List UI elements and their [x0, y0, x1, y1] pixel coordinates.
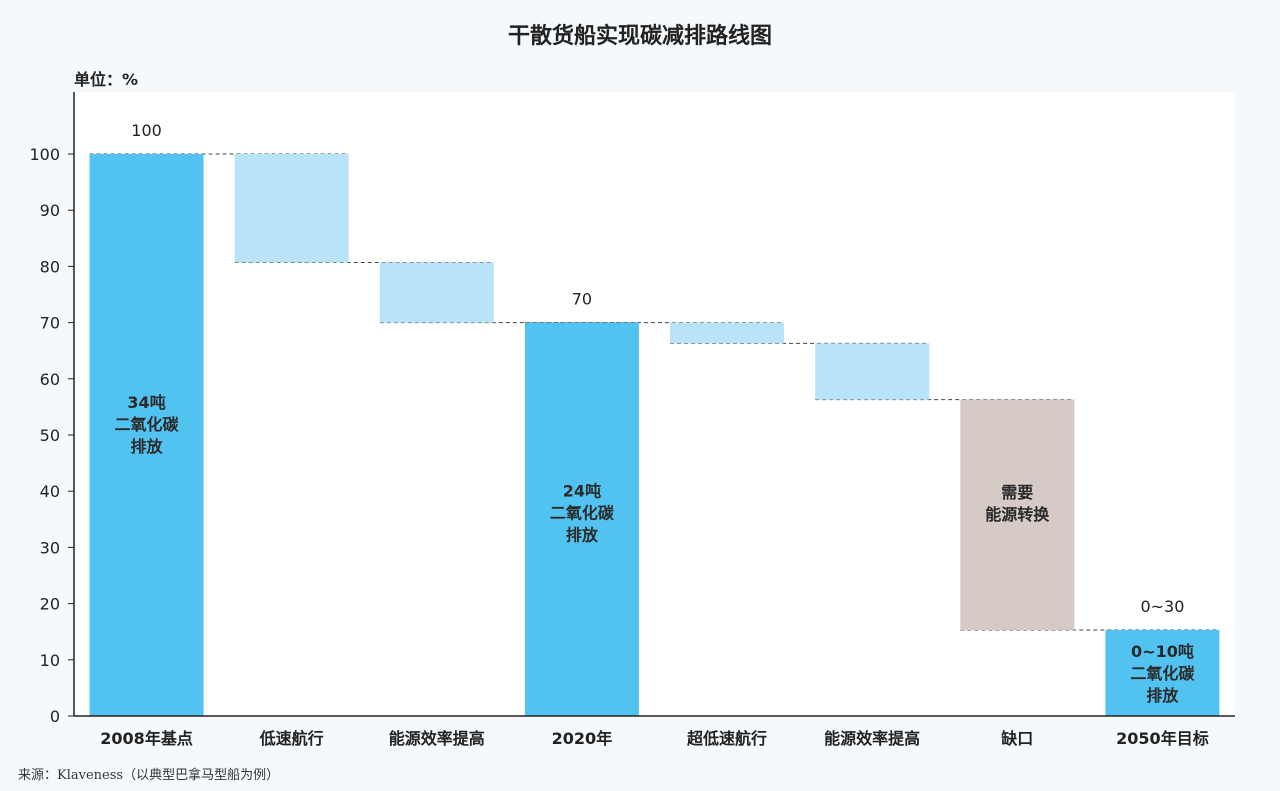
labels-layer: 10034吨二氧化碳排放7024吨二氧化碳排放需要能源转换0~300~10吨二氧… [115, 121, 1196, 705]
y-tick-label: 90 [40, 201, 60, 220]
bar-top-label: 0~30 [1140, 597, 1184, 616]
source-note: 来源：Klaveness（以典型巴拿马型船为例） [18, 768, 280, 783]
bar-0 [89, 154, 204, 716]
x-category-label: 2020年 [552, 729, 613, 748]
bar-inner-label: 34吨 [127, 393, 165, 412]
bar-inner-label: 排放 [131, 437, 164, 456]
bar-inner-label: 24吨 [563, 482, 601, 501]
bar-5 [815, 343, 930, 400]
y-tick-label: 10 [40, 651, 60, 670]
bar-4 [670, 322, 785, 344]
bar-3 [524, 322, 639, 716]
bar-top-label: 100 [131, 121, 162, 140]
y-tick-label: 100 [29, 145, 60, 164]
x-category-label: 低速航行 [259, 729, 324, 748]
chart-title: 干散货船实现碳减排路线图 [507, 24, 772, 49]
y-unit-label: 单位：% [74, 70, 139, 89]
bar-7 [1105, 630, 1220, 716]
x-category-label: 能源效率提高 [389, 729, 485, 748]
y-tick-label: 0 [50, 707, 60, 726]
axes-layer: 0 10 20 30 40 50 60 70 80 90 100 2008年基点 低速航行 能源效率提高 2… [29, 92, 1235, 748]
bar-inner-label: 排放 [1146, 686, 1179, 705]
x-category-label: 2008年基点 [100, 729, 193, 748]
bar-inner-label: 二氧化碳 [1130, 664, 1195, 683]
y-tick-label: 60 [40, 370, 60, 389]
bar-2 [379, 262, 494, 323]
y-tick-label: 20 [40, 595, 60, 614]
y-tick-label: 70 [40, 314, 60, 333]
bars-layer [89, 154, 1220, 716]
y-tick-label: 50 [40, 426, 60, 445]
x-category-label: 缺口 [1001, 729, 1033, 748]
y-tick-label: 40 [40, 482, 60, 501]
y-tick-label: 80 [40, 257, 60, 276]
bar-top-label: 70 [572, 290, 592, 309]
bar-inner-label: 0~10吨 [1131, 642, 1194, 661]
bar-inner-label: 二氧化碳 [550, 504, 615, 523]
x-category-label: 能源效率提高 [824, 729, 920, 748]
bar-6 [960, 399, 1075, 631]
bar-inner-label: 能源转换 [985, 505, 1050, 524]
x-category-label: 2050年目标 [1116, 729, 1209, 748]
y-tick-label: 30 [40, 538, 60, 557]
bar-inner-label: 二氧化碳 [115, 415, 180, 434]
bar-inner-label: 排放 [566, 526, 599, 545]
bar-inner-label: 需要 [1001, 483, 1033, 502]
bar-1 [234, 154, 349, 263]
x-category-label: 超低速航行 [686, 729, 767, 748]
